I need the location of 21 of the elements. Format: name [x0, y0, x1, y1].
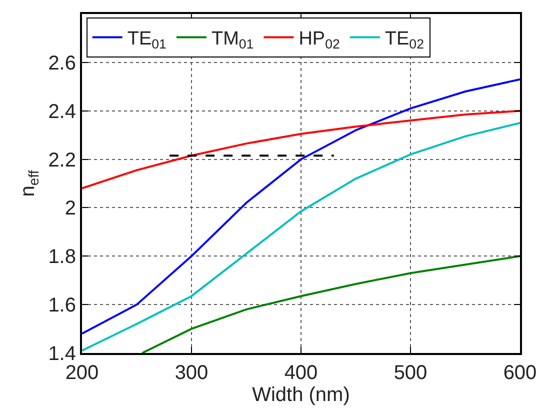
legend-label: TM$_{01}$ — [211, 28, 254, 52]
x-axis-title: Width (nm) — [252, 384, 350, 406]
y-tick-label: 2.2 — [48, 149, 76, 172]
line-series — [141, 255, 520, 353]
y-tick-label: 2.6 — [48, 52, 76, 74]
y-tick-label: 1.6 — [48, 294, 76, 317]
x-tick-label: 600 — [503, 362, 537, 384]
legend-label: TE$_{01}$ — [127, 28, 166, 52]
y-tick-label: 1.8 — [48, 246, 76, 268]
legend-label: TE$_{02}$ — [384, 28, 424, 52]
x-tick-label: 500 — [394, 362, 428, 384]
y-tick-label: 1.4 — [48, 343, 76, 365]
x-tick-label: 400 — [284, 362, 318, 384]
x-tick-label: 200 — [65, 362, 99, 384]
line-series — [82, 122, 520, 352]
legend-label: HP$_{02}$ — [298, 28, 340, 52]
y-tick-label: 2.4 — [48, 100, 76, 123]
line-series — [82, 78, 520, 335]
x-tick-label: 300 — [174, 362, 208, 384]
y-tick-label: 2 — [64, 198, 76, 220]
line-series — [82, 110, 520, 190]
